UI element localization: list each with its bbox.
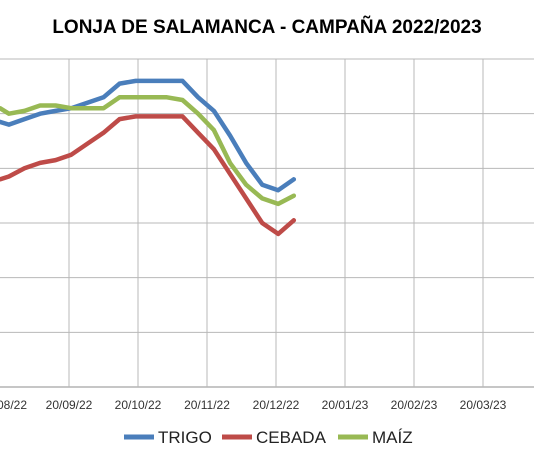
x-tick-label: 20/01/23 — [322, 398, 369, 412]
legend-label-maz: MAÍZ — [372, 428, 413, 447]
x-tick-label: 20/03/23 — [460, 398, 507, 412]
legend-label-trigo: TRIGO — [158, 428, 212, 447]
chart-title: LONJA DE SALAMANCA - CAMPAÑA 2022/2023 — [52, 16, 481, 38]
series-line-cebada — [0, 114, 297, 237]
x-tick-label: 20/11/22 — [184, 398, 230, 412]
x-tick-label: 20/09/22 — [46, 398, 93, 412]
plot-series — [0, 78, 297, 237]
chart-legend: TRIGO CEBADA MAÍZ — [124, 428, 413, 447]
x-tick-label: 08/22 — [0, 398, 27, 412]
x-tick-label: 20/02/23 — [391, 398, 438, 412]
x-tick-label: 20/12/22 — [253, 398, 300, 412]
legend-label-cebada: CEBADA — [256, 428, 327, 447]
x-axis-tick-labels: 08/22 20/09/22 20/10/22 20/11/22 20/12/22 20/… — [0, 398, 507, 412]
series-line-trigo — [0, 78, 297, 193]
plot-gridlines — [0, 58, 534, 388]
x-tick-label: 20/10/22 — [115, 398, 162, 412]
series-line-maz — [0, 95, 297, 207]
